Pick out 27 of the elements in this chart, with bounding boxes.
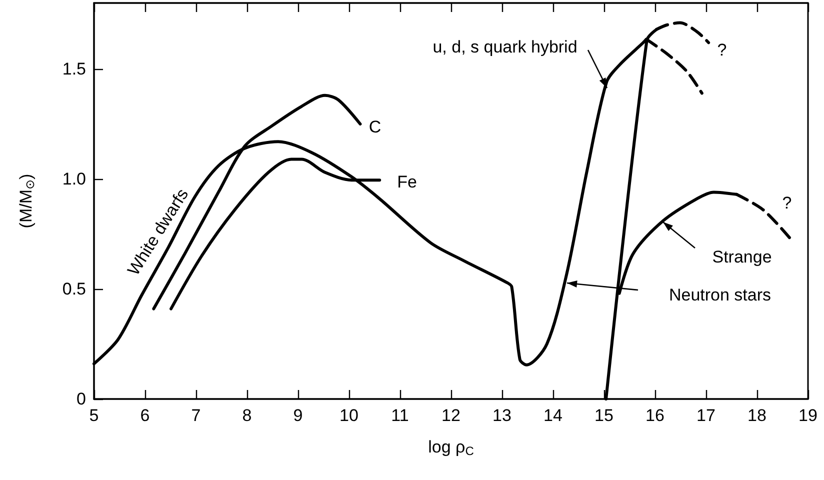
y-axis-title: (M/M⊙) [16, 174, 37, 228]
annotation: Strange [712, 248, 772, 266]
y-tick-label: 1.0 [62, 170, 86, 188]
x-tick-label: 5 [89, 406, 99, 425]
x-tick-label: 10 [340, 406, 358, 425]
x-tick-label: 7 [191, 406, 201, 425]
y-tick-label: 0.5 [62, 280, 86, 298]
x-tick-label: 9 [293, 406, 303, 425]
y-tick-label: 1.5 [62, 60, 86, 78]
x-tick-label: 15 [594, 406, 614, 425]
x-tick-label: 16 [646, 406, 664, 425]
annotation: u, d, s quark hybrid [432, 38, 578, 56]
x-tick-label: 12 [442, 406, 460, 425]
x-tick-label: 19 [798, 406, 818, 425]
x-tick-label: 17 [696, 406, 716, 425]
x-tick-label: 6 [140, 406, 150, 425]
annotation: ? [782, 194, 792, 212]
annotation: ? [717, 40, 727, 60]
x-tick-label: 14 [544, 406, 562, 425]
x-tick-label: 13 [492, 406, 512, 425]
annotation: Fe [397, 172, 417, 192]
annotation: Neutron stars [668, 286, 772, 304]
annotation: C [368, 118, 382, 136]
x-tick-label: 18 [748, 406, 766, 425]
x-tick-label: 8 [242, 406, 252, 425]
x-tick-label: 11 [391, 406, 409, 425]
y-tick-label: 0 [76, 390, 86, 408]
